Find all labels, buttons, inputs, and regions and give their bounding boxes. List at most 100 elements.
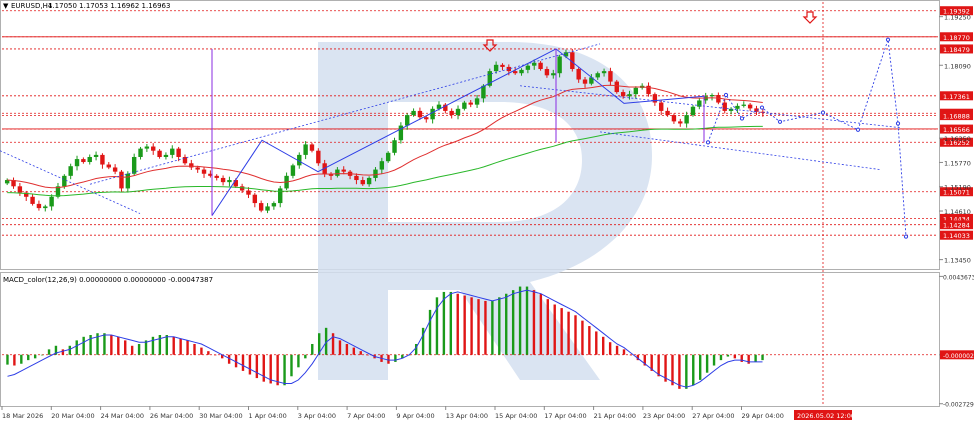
indicator-label: MACD_color(12,26,9) 0.00000000 0.0000000… — [3, 276, 213, 284]
price-axis-tick-label: 1.16350 — [944, 135, 971, 143]
candle-body — [392, 140, 397, 153]
price-axis-tick-label: 1.14610 — [944, 208, 971, 216]
candle-body — [297, 154, 302, 166]
macd-bar — [574, 315, 577, 355]
candle-body — [290, 165, 296, 176]
macd-bar — [394, 354, 397, 362]
candle-body — [354, 175, 359, 181]
macd-bar — [470, 297, 473, 355]
macd-bar — [491, 300, 494, 355]
axes: 1.19250 1.18090 1.16350 1.15770 1.15190 1.146… — [1, 14, 974, 420]
candle-body — [551, 73, 556, 76]
forecast-point — [723, 92, 729, 98]
macd-bar — [685, 354, 688, 389]
time-axis-tick-label: 17 Apr 04:00 — [544, 412, 586, 420]
candle-body — [189, 163, 194, 168]
macd-bar — [311, 343, 314, 355]
candles — [4, 48, 766, 214]
candle-body — [36, 203, 42, 209]
candle-body — [557, 56, 562, 74]
price-level-label: 1.16566 — [943, 126, 970, 134]
candle-body — [239, 186, 245, 191]
candle-body — [157, 150, 162, 157]
candle-body — [608, 71, 613, 82]
macd-bar — [179, 338, 182, 355]
macd-bar — [754, 354, 757, 362]
macd-bar — [82, 336, 85, 355]
candle-body — [430, 108, 435, 120]
macd-bar — [331, 333, 335, 355]
macd-bar — [20, 354, 23, 364]
macd-bar — [103, 333, 106, 355]
price-level-badge — [940, 230, 973, 240]
macd-bar — [532, 290, 536, 355]
candle-body — [271, 203, 277, 207]
macd-bar — [137, 343, 141, 355]
candle-body — [100, 154, 105, 165]
candle-body — [620, 92, 626, 97]
macd-bar — [733, 354, 737, 359]
macd-bar — [505, 293, 508, 355]
candle-body — [614, 81, 619, 93]
macd-bar — [262, 354, 265, 382]
macd-bar — [40, 354, 44, 356]
price-level-badge — [940, 6, 973, 16]
forecast-date-label: 2026.05.02 12:00 — [797, 412, 855, 420]
candle-body — [125, 173, 131, 189]
macd-bar — [421, 327, 425, 355]
candle-body — [17, 186, 23, 193]
candle-body — [659, 102, 664, 111]
macd-bar — [622, 349, 626, 355]
macd-bar — [401, 354, 404, 359]
candle-body — [328, 173, 334, 176]
candle-body — [360, 180, 365, 185]
candle-body — [341, 169, 346, 172]
time-axis-tick-label: 23 Apr 04:00 — [643, 412, 685, 420]
candle-body — [722, 102, 727, 111]
macd-axis-tick-label: 0.0043673 — [943, 274, 974, 281]
forecast-trendlines[interactable] — [0, 37, 909, 239]
candle-body — [106, 164, 111, 168]
candle-body — [385, 152, 391, 162]
macd-bar — [151, 336, 155, 355]
price-axis-tick-label: 1.15190 — [944, 184, 971, 192]
candle-body — [379, 161, 385, 170]
time-axis-tick-label: 15 Apr 04:00 — [495, 412, 537, 420]
price-level-label: 1.14284 — [943, 222, 970, 230]
candle-body — [335, 169, 340, 176]
time-axis-tick-label: 18 Mar 2026 — [2, 412, 43, 420]
candle-body — [443, 104, 448, 111]
time-axis-tick-label: 30 Mar 04:00 — [199, 412, 242, 420]
candle-body — [690, 106, 696, 116]
symbol-dropdown-icon[interactable]: ▼ — [3, 2, 9, 10]
price-levels: 1.193921.187701.184791.173611.169451.168… — [2, 2, 973, 406]
macd-bar — [456, 293, 459, 355]
macd-bar — [110, 335, 113, 355]
price-level-badge — [940, 44, 973, 54]
wave-structure-line — [211, 48, 705, 216]
macd-axis-tick-label: -0.0000026 — [943, 353, 974, 360]
candle-body — [474, 98, 480, 105]
macd-bar — [664, 354, 667, 382]
time-axis-tick-label: 3 Apr 04:00 — [298, 412, 336, 420]
price-axis-tick-label: 1.18090 — [944, 62, 971, 70]
macd-bar — [387, 354, 390, 364]
macd-bar — [89, 335, 92, 355]
macd-bar — [747, 354, 750, 364]
price-axis-tick-label: 1.15770 — [944, 159, 971, 167]
forecast-date-badge — [794, 410, 852, 420]
time-axis-tick-label: 9 Apr 04:00 — [396, 412, 434, 420]
candle-body — [627, 94, 632, 97]
forecast-point — [895, 121, 901, 126]
candle-body — [684, 115, 689, 124]
macd-bar — [511, 290, 515, 355]
price-level-badge — [940, 124, 973, 134]
candle-body — [462, 102, 467, 109]
time-axis-tick-label: 27 Apr 04:00 — [692, 412, 734, 420]
candle-body — [11, 180, 16, 187]
macd-bar — [172, 336, 175, 355]
candle-body — [195, 167, 200, 170]
macd-bar — [283, 354, 286, 386]
